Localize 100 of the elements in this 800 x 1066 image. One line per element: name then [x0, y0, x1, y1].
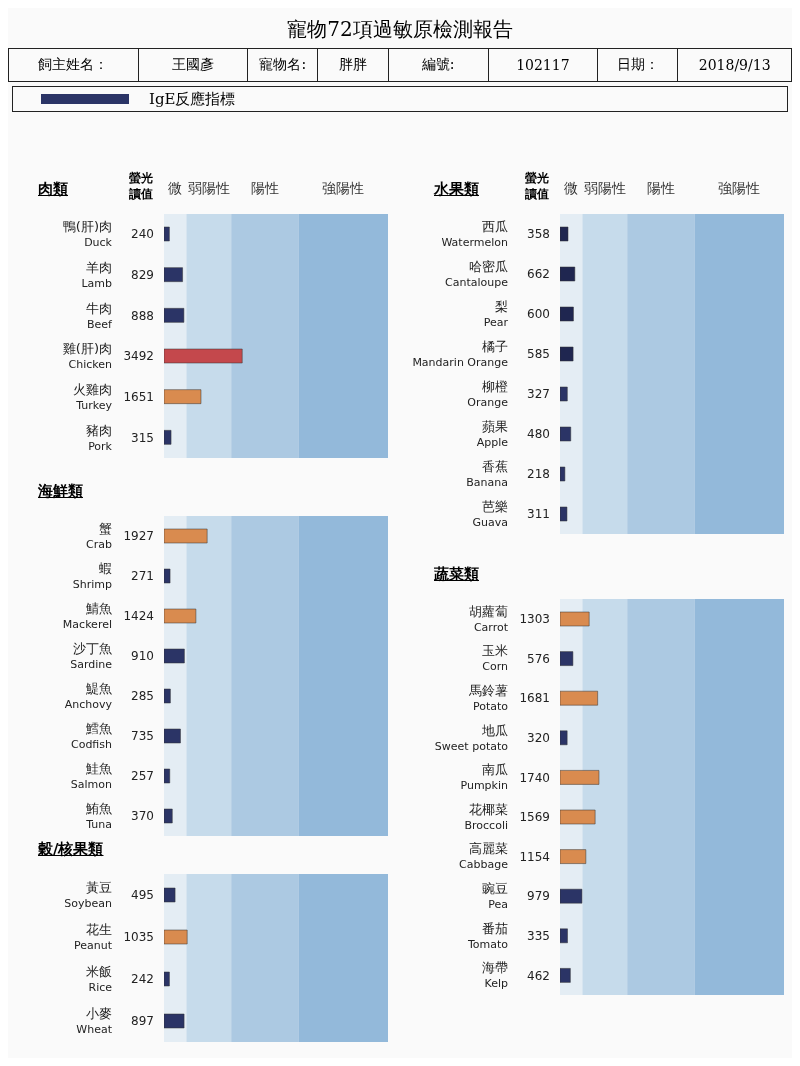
y-tick-label: 花生 Peanut [73, 922, 113, 952]
data-label: 315 [131, 430, 154, 445]
bar [164, 568, 171, 584]
y-tick-label: 南瓜 Pumpkin [460, 762, 509, 793]
bar [560, 306, 574, 322]
chart-title: 穀/核果類 [38, 840, 104, 859]
text: 寵物72項過敏原檢測報告 [286, 16, 514, 43]
data-label: 320 [527, 731, 550, 746]
bar [560, 346, 574, 362]
y-tick-label: 芭樂 Guava [472, 499, 508, 529]
chart-title: 蔬菜類 [434, 565, 479, 584]
data-label: 480 [527, 427, 550, 442]
y-tick-label: 豬肉 Pork [86, 422, 113, 453]
data-label: 1424 [123, 609, 154, 624]
chart-title: 水果類 [434, 180, 479, 199]
y-tick-label: 花椰菜 Broccoli [464, 801, 508, 832]
data-label: 327 [527, 387, 550, 402]
y-tick-label: 鯷魚 Anchovy [64, 681, 113, 711]
data-label: 888 [131, 308, 154, 323]
chart-title: 海鮮類 [38, 482, 83, 501]
bar [164, 808, 173, 824]
text: 102117 [488, 49, 599, 81]
bar [164, 971, 170, 987]
text: 胖胖 [318, 49, 389, 81]
y-tick-label: 胡蘿蔔 Carrot [469, 603, 509, 634]
text: 寵物名: [248, 49, 319, 81]
data-label: 585 [527, 347, 550, 362]
y-tick-label: 馬鈴薯 Potato [468, 683, 509, 713]
data-label: 311 [527, 507, 550, 522]
bar [560, 888, 583, 904]
y-tick-label: 黃豆 Soybean [64, 880, 113, 910]
y-tick-label: 梨 Pear [483, 299, 509, 329]
band-label: 陽性 [645, 180, 676, 198]
y-tick-label: 香蕉 Banana [466, 459, 508, 489]
y-tick-label: 橘子 Mandarin Orange [412, 339, 509, 369]
bar [164, 887, 176, 903]
text: 飼主姓名： [9, 49, 139, 81]
y-tick-label: 沙丁魚 Sardine [70, 641, 113, 671]
bar [164, 648, 185, 664]
bar [164, 608, 197, 624]
band-label: 強陽性 [717, 180, 762, 198]
y-tick-label: 蝦 Shrimp [72, 561, 113, 591]
y-tick-label: 牛肉 Beef [86, 300, 114, 331]
y-tick-label: 羊肉 Lamb [81, 260, 113, 290]
bar [164, 348, 243, 364]
bar [164, 768, 171, 784]
bar [560, 466, 566, 482]
data-label: 495 [131, 888, 154, 903]
data-label: 335 [527, 929, 550, 944]
data-label: 242 [131, 972, 154, 987]
y-tick-label: 蟹 Crab [86, 521, 113, 551]
bar [560, 506, 568, 522]
y-tick-label: 地瓜 Sweet potato [434, 722, 509, 753]
y-tick-label: 鱈魚 Codfish [70, 721, 113, 751]
data-label: 218 [527, 467, 550, 482]
bar [164, 226, 170, 242]
data-label: 910 [131, 649, 154, 664]
band-label: 弱陽性 [187, 180, 230, 196]
data-label: 370 [131, 809, 154, 824]
bar [164, 728, 181, 744]
data-label: 1681 [519, 691, 550, 706]
y-tick-label: 鮪魚 Tuna [85, 801, 112, 831]
x-axis-title: 螢光讀值 [524, 170, 550, 202]
bar [164, 308, 185, 323]
y-tick-label: 西瓜 Watermelon [441, 219, 509, 249]
bar [560, 386, 568, 402]
data-label: 979 [527, 889, 550, 904]
data-label: 600 [527, 307, 550, 322]
y-tick-label: 番茄 Tomato [466, 920, 509, 951]
bar [164, 929, 188, 945]
data-label: 735 [131, 729, 154, 744]
data-label: 1035 [123, 930, 154, 945]
y-tick-label: 玉米 Corn [482, 643, 509, 674]
y-tick-label: 柳橙 Orange [467, 379, 509, 409]
data-label: 462 [527, 968, 550, 983]
bar [560, 968, 571, 983]
data-label: 1154 [519, 849, 550, 864]
y-tick-label: 海帶 Kelp [482, 960, 508, 991]
bar [164, 688, 171, 704]
band-label: 弱陽性 [583, 180, 626, 196]
data-label: 1927 [123, 529, 154, 544]
data-label: 1569 [519, 810, 550, 825]
bar [164, 1013, 185, 1029]
legend-title: IgE反應指標 [149, 89, 236, 109]
bar [560, 770, 600, 785]
y-tick-label: 雞(肝)肉 Chicken [62, 341, 113, 372]
y-tick-label: 鯖魚 Mackerel [62, 601, 112, 631]
bar [560, 849, 587, 864]
bar [164, 389, 202, 404]
text: 2018/9/13 [697, 56, 772, 75]
chart-title: 肉類 [38, 180, 68, 199]
bar [560, 651, 574, 666]
bar [560, 611, 590, 627]
text: 王國彥 [138, 49, 249, 81]
bar [164, 528, 208, 544]
y-tick-label: 蘋果 Apple [476, 419, 509, 449]
y-tick-label: 鮭魚 Salmon [70, 761, 113, 791]
y-tick-label: 哈密瓜 Cantaloupe [445, 259, 509, 289]
data-label: 3492 [123, 349, 154, 364]
bar [560, 266, 576, 282]
